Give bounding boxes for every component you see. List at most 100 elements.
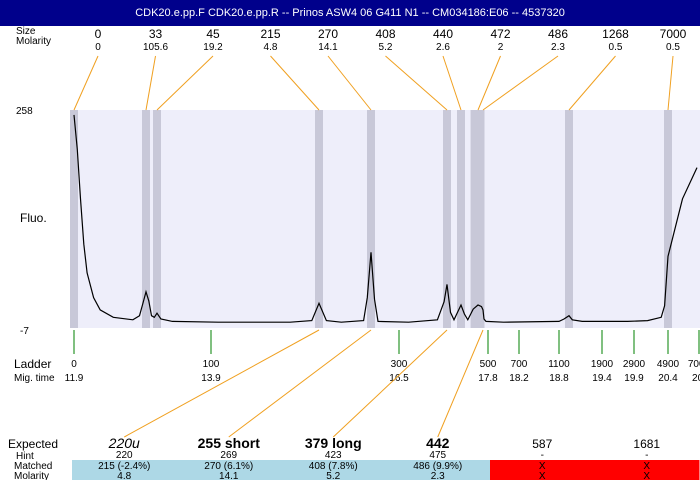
expected-molarity: 14.1 [219,471,239,480]
y-min-label: -7 [20,326,29,337]
peak-band [664,110,672,328]
expected-cell [176,460,282,480]
ladder-size-label: 0 [71,359,77,370]
expected-connector [228,329,372,438]
expected-molarity: X [643,471,650,480]
expected-size-label: 255 short [198,435,261,451]
expected-hint: - [645,450,648,461]
peak-molarity-label: 0.5 [609,42,623,53]
expected-molarity: X [539,471,546,480]
peak-size-label: 270 [318,27,338,41]
ladder-size-label: 1100 [548,359,570,370]
peak-size-label: 33 [149,27,163,41]
expected-matched: X [643,461,650,472]
expected-size-label: 587 [532,437,552,451]
peak-size-label: 408 [375,27,395,41]
ladder-time-label: 19.9 [624,373,644,384]
expected-cell [594,460,700,480]
peak-size-label: 472 [490,27,510,41]
peak-molarity-label: 14.1 [318,42,338,53]
peak-connector [482,55,559,111]
ladder-time-label: 19.4 [592,373,612,384]
peak-molarity-label: 19.2 [203,42,223,53]
expected-cell [281,460,386,480]
expected-matched: 215 (-2.4%) [98,461,150,472]
peak-connector [477,55,501,111]
peak-band [476,110,485,328]
peak-connectors [73,55,674,111]
peak-molarity-label: 5.2 [379,42,393,53]
expected-connector [124,329,320,438]
peak-molarity-label: 0 [95,42,101,53]
expected-cell [385,460,491,480]
peak-size-label: 7000 [660,27,687,41]
peak-connector [667,55,674,111]
ladder-size-label: 7000 [688,359,700,370]
ladder-size-label: 1900 [591,359,614,370]
peak-molarity-label: 2 [498,42,504,53]
peak-molarity-label: 2.3 [551,42,565,53]
expected-cell [72,460,177,480]
peak-band [565,110,573,328]
expected-matched: 270 (6.1%) [204,461,253,472]
size-row-label: Size [16,26,36,37]
peak-band [315,110,323,328]
peak-connector [385,55,448,111]
peak-band [153,110,161,328]
peak-size-label: 215 [260,27,280,41]
ladder-size-label: 700 [511,359,528,370]
hint-label: Hint [16,451,34,462]
plot-area [72,110,700,328]
ladder-time-label: 16.5 [389,373,409,384]
peak-bands [70,110,672,328]
peak-connector [442,55,462,111]
ladder-size-label: 2900 [623,359,646,370]
ladder-time-label: 18.2 [509,373,529,384]
peak-band [367,110,375,328]
peak-molarity-label: 105.6 [143,42,168,53]
expected-molarity: 5.2 [326,471,340,480]
expected-size-label: 1681 [633,437,660,451]
peak-connector [156,55,214,111]
peak-band [70,110,78,328]
expected-matched: 486 (9.9%) [413,461,462,472]
peak-connector [327,55,372,111]
peak-connector [145,55,156,111]
ladder-label: Ladder [14,357,51,371]
peak-size-label: 1268 [602,27,629,41]
expected-connector [437,329,484,438]
y-max-label: 258 [16,106,33,117]
fluo-axis-label: Fluo. [20,211,47,225]
expected-hint: 220 [116,450,133,461]
ladder-time-label: 20.4 [658,373,678,384]
peak-molarity-label: 4.8 [264,42,278,53]
peak-molarity-label: 0.5 [666,42,680,53]
peak-band [457,110,465,328]
expected-hint: 475 [429,450,446,461]
expected-size-label: 379 long [305,435,362,451]
ladder-size-label: 500 [480,359,497,370]
peak-band [443,110,451,328]
expected-molarity: 2.3 [431,471,445,480]
peak-size-label: 486 [548,27,568,41]
fluorescence-trace [73,114,698,323]
ladder-size-label: 4900 [657,359,680,370]
peak-band [142,110,150,328]
matched-label: Matched [14,461,52,472]
expected-label: Expected [8,437,58,451]
expected-hint: 423 [325,450,342,461]
peak-size-label: 45 [206,27,220,41]
window-title: CDK20.e.pp.F CDK20.e.pp.R -- Prinos ASW4… [0,0,700,26]
ladder-row: 0 11.9 100 13.9 300 16.5 500 17.8 700 18.2 1100 18.… [65,330,700,384]
expected-matched: X [539,461,546,472]
ladder-time-label: 13.9 [201,373,221,384]
molarity-bottom-label: Molarity [14,471,49,480]
expected-connector [332,329,448,438]
peak-molarity-label: 2.6 [436,42,450,53]
ladder-time-label: 18.8 [549,373,569,384]
expected-hint: 269 [220,450,237,461]
peak-connector [73,55,99,111]
